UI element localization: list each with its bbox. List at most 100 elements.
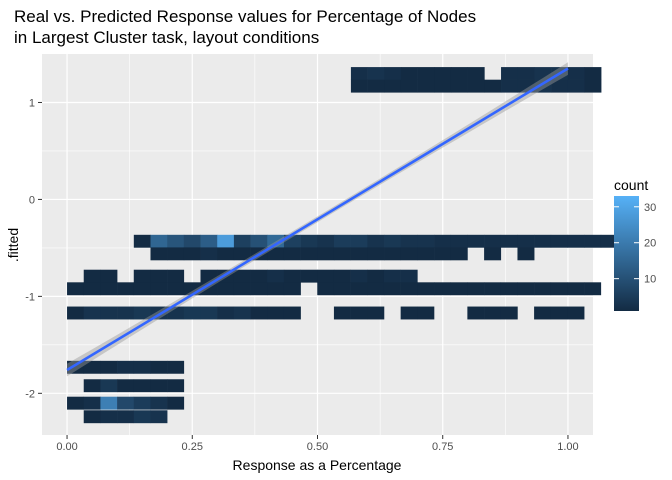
heatmap-tile: [317, 234, 335, 248]
y-axis-ticks: 1 0 -1 -2: [25, 97, 42, 400]
heatmap-tile: [517, 247, 535, 261]
heatmap-tile: [283, 282, 301, 296]
heatmap-tile: [400, 234, 418, 248]
heatmap-tile: [133, 360, 151, 374]
x-axis-ticks: 0.00 0.25 0.50 0.75 1.00: [56, 435, 579, 453]
heatmap-tile: [367, 247, 385, 261]
heatmap-tile: [417, 67, 435, 80]
legend-tick-label: 20: [644, 238, 656, 250]
heatmap-tile: [400, 67, 418, 80]
legend-color-bar: [614, 196, 639, 311]
heatmap-tile: [67, 360, 85, 374]
heatmap-tile: [501, 67, 519, 80]
heatmap-tile: [367, 282, 385, 296]
heatmap-tile: [283, 247, 301, 261]
fit-layer: [66, 62, 569, 377]
heatmap-tile: [167, 306, 185, 320]
heatmap-tile: [417, 306, 435, 320]
heatmap-tile: [200, 269, 218, 283]
heatmap-tile: [200, 306, 218, 320]
heatmap-tile: [500, 282, 518, 296]
heatmap-tile: [550, 282, 568, 296]
heatmap-tile: [450, 247, 468, 261]
y-tick-label: -2: [25, 388, 35, 400]
heatmap-tile: [367, 306, 385, 320]
heatmap-tile: [584, 79, 602, 93]
heatmap-tile: [467, 234, 485, 248]
heatmap-tile: [551, 79, 569, 93]
heatmap-tile: [350, 269, 368, 283]
heatmap-tile: [567, 79, 585, 93]
heatmap-tile: [317, 247, 335, 261]
heatmap-tile: [567, 282, 585, 296]
heatmap-tile: [133, 306, 151, 320]
heatmap-tile: [534, 282, 552, 296]
heatmap-tile: [467, 282, 485, 296]
heatmap-tile: [417, 234, 435, 248]
heatmap-tile: [383, 282, 401, 296]
heatmap-tile: [384, 67, 402, 80]
heatmap-tile: [501, 79, 519, 93]
heatmap-tile: [83, 306, 101, 320]
heatmap-tile: [267, 269, 285, 283]
heatmap-tile: [117, 410, 135, 424]
heatmap-tile: [233, 234, 251, 248]
heatmap-tile: [83, 396, 101, 410]
heatmap-tile: [434, 79, 452, 93]
heatmap-tile: [133, 396, 151, 410]
heatmap-tile: [534, 79, 552, 93]
heatmap-tile: [167, 269, 185, 283]
heatmap-tile: [117, 306, 135, 320]
heatmap-tile: [534, 67, 552, 80]
heatmap-tile: [467, 79, 485, 93]
heatmap-tile: [517, 234, 535, 248]
heatmap-tile: [267, 234, 285, 248]
heatmap-tile: [367, 269, 385, 283]
heatmap-tile: [467, 67, 485, 80]
heatmap-tile: [350, 306, 368, 320]
heatmap-tile: [400, 282, 418, 296]
heatmap-tile: [484, 234, 502, 248]
heatmap-tile: [150, 360, 168, 374]
chart-title-line-1: Real vs. Predicted Response values for P…: [14, 7, 476, 26]
heatmap-tile: [434, 234, 452, 248]
x-tick-label: 0.75: [432, 441, 453, 453]
heatmap-tile: [183, 247, 201, 261]
heatmap-tile: [200, 247, 218, 261]
heatmap-tile: [484, 282, 502, 296]
heatmap-tile: [333, 269, 351, 283]
heatmap-tile: [400, 247, 418, 261]
x-axis-title: Response as a Percentage: [233, 457, 402, 473]
heatmap-tile: [350, 247, 368, 261]
heatmap-tile: [183, 306, 201, 320]
heatmap-tile: [584, 234, 602, 248]
heatmap-tile: [267, 282, 285, 296]
heatmap-tile: [584, 67, 602, 80]
heatmap-tiles: [67, 67, 635, 424]
heatmap-tile: [217, 306, 235, 320]
heatmap-tile: [100, 282, 118, 296]
heatmap-tile: [350, 282, 368, 296]
heatmap-tile: [434, 67, 452, 80]
heatmap-tile: [367, 79, 385, 93]
heatmap-tile: [584, 282, 602, 296]
heatmap-tile: [83, 282, 101, 296]
heatmap-tile: [350, 67, 368, 80]
heatmap-tile: [183, 234, 201, 248]
heatmap-tile: [300, 269, 318, 283]
heatmap-tile: [200, 234, 218, 248]
heatmap-tile: [217, 234, 235, 248]
heatmap-tile: [384, 234, 402, 248]
legend-tick-label: 10: [644, 274, 656, 286]
heatmap-tile: [484, 306, 502, 320]
fit-line: [66, 67, 569, 372]
heatmap-tile: [117, 379, 135, 393]
heatmap-tile: [100, 410, 118, 424]
heatmap-tile: [350, 79, 368, 93]
heatmap-tile: [150, 396, 168, 410]
heatmap-tile: [100, 360, 118, 374]
heatmap-tile: [283, 269, 301, 283]
heatmap-tile: [417, 79, 435, 93]
heatmap-tile: [117, 282, 135, 296]
heatmap-tile: [534, 234, 552, 248]
